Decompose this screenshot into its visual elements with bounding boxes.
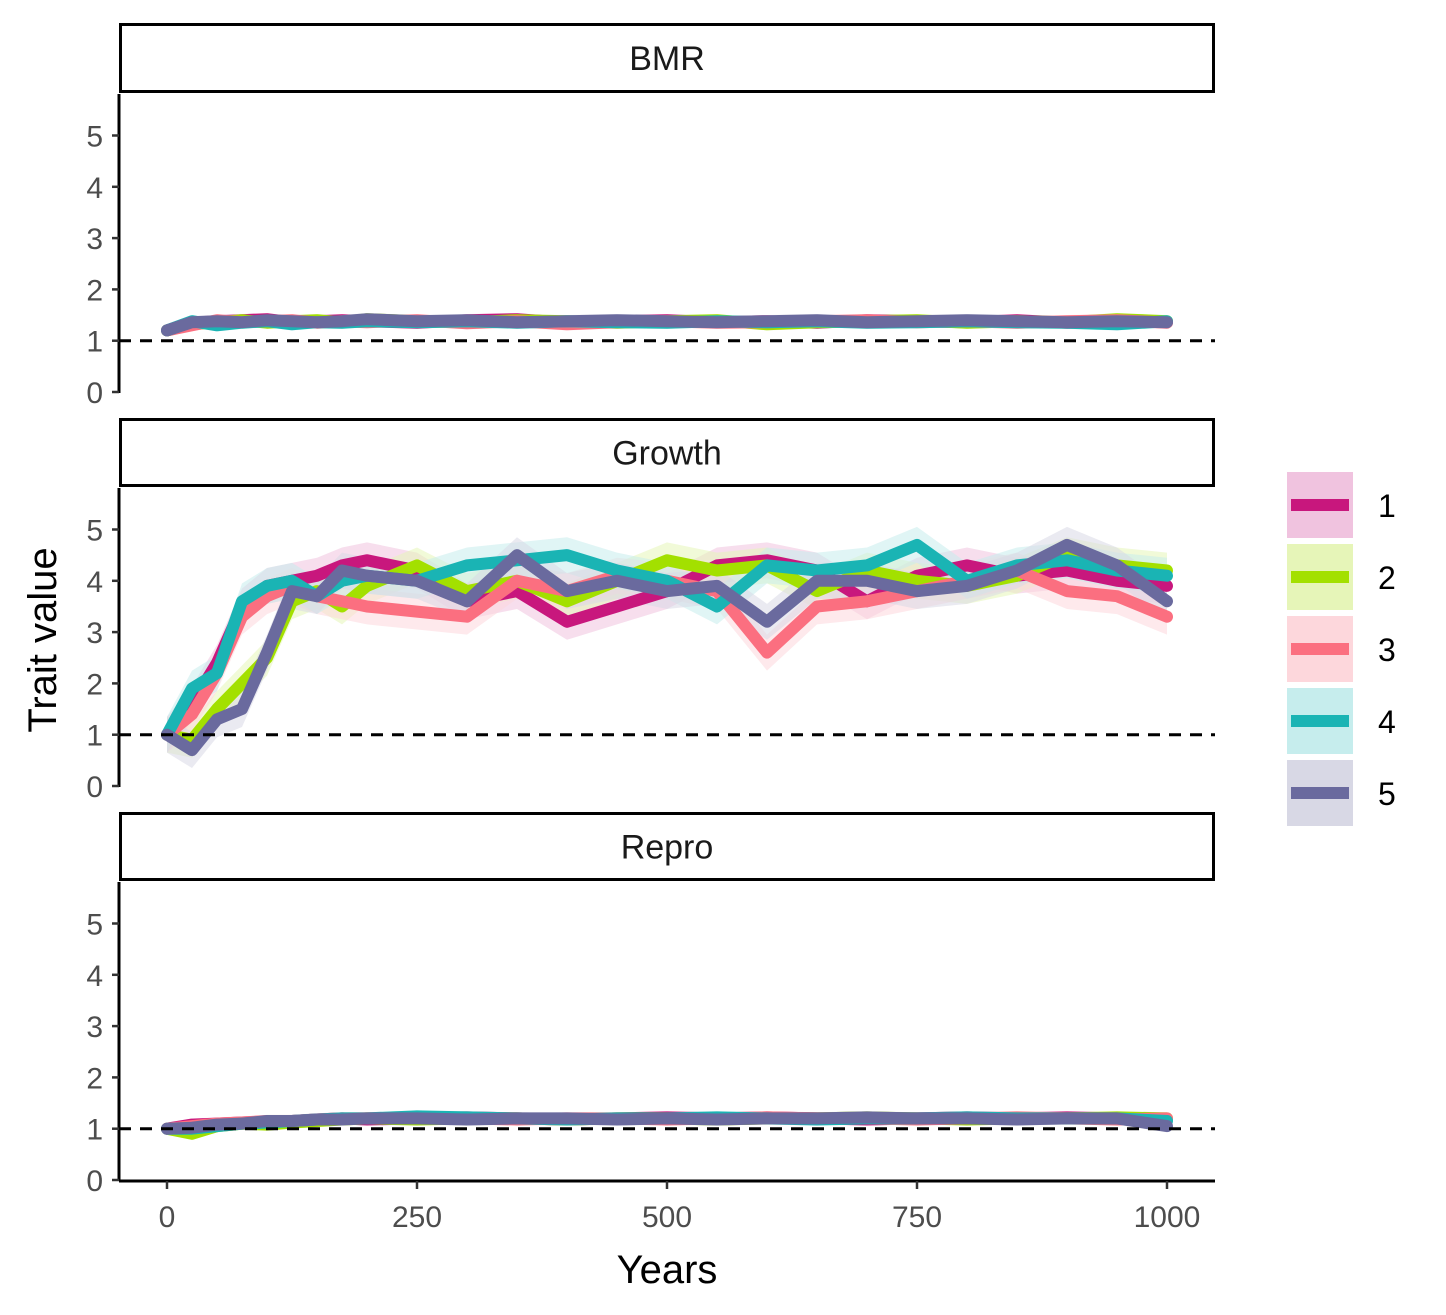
legend: 1 2 3 4 5 [1287, 472, 1396, 826]
legend-item-3: 3 [1287, 616, 1396, 682]
y-tick-label: 3 [86, 617, 103, 650]
legend-item-5: 5 [1287, 760, 1396, 826]
legend-label: 5 [1378, 776, 1396, 812]
legend-label: 3 [1378, 632, 1396, 668]
legend-label: 2 [1378, 560, 1396, 596]
panel-repro: Repro 0 1 2 3 4 5 [86, 812, 1215, 1198]
x-tick-label: 1000 [1134, 1201, 1201, 1234]
y-tick-label: 0 [86, 1165, 103, 1198]
y-tick-label: 5 [86, 121, 103, 154]
legend-item-1: 1 [1287, 472, 1396, 538]
panel-bmr: BMR 0 1 2 3 4 5 [86, 23, 1215, 410]
strip-label: Growth [612, 435, 722, 473]
y-tick-label: 4 [86, 566, 103, 599]
legend-item-4: 4 [1287, 688, 1396, 754]
y-tick-label: 0 [86, 771, 103, 804]
y-axis-title: Trait value [21, 547, 65, 732]
y-tick-label: 2 [86, 274, 103, 307]
y-tick-label: 4 [86, 960, 103, 993]
strip-box [119, 812, 1215, 881]
series-5-line [161, 538, 1173, 757]
y-tick-label: 3 [86, 223, 103, 256]
x-axis: 0 250 500 750 1000 [119, 1179, 1215, 1234]
y-tick-label: 2 [86, 1062, 103, 1095]
strip-box [119, 418, 1215, 487]
y-tick-label: 1 [86, 1114, 103, 1147]
series-5-line [161, 313, 1173, 337]
x-tick-label: 250 [392, 1201, 442, 1234]
series-5-line [161, 1111, 1173, 1135]
strip-label: Repro [621, 829, 714, 867]
y-tick-label: 3 [86, 1011, 103, 1044]
x-axis-title: Years [617, 1248, 718, 1292]
y-tick-label: 1 [86, 326, 103, 359]
x-tick-label: 500 [642, 1201, 692, 1234]
strip-box [119, 23, 1215, 93]
strip-label: BMR [629, 40, 705, 78]
legend-label: 1 [1378, 488, 1396, 524]
y-tick-label: 5 [86, 909, 103, 942]
y-tick-label: 0 [86, 377, 103, 410]
panels: BMR 0 1 2 3 4 5 Growth 0 1 2 3 4 5 Repro 0 1 2 3 4 5 [86, 23, 1215, 1198]
legend-item-2: 2 [1287, 544, 1396, 610]
y-tick-label: 1 [86, 720, 103, 753]
y-tick-label: 4 [86, 172, 103, 205]
x-tick-label: 0 [159, 1201, 176, 1234]
legend-label: 4 [1378, 704, 1396, 740]
panel-growth: Growth 0 1 2 3 4 5 [86, 418, 1215, 804]
y-tick-label: 2 [86, 668, 103, 701]
x-tick-label: 750 [892, 1201, 942, 1234]
y-tick-label: 5 [86, 515, 103, 548]
